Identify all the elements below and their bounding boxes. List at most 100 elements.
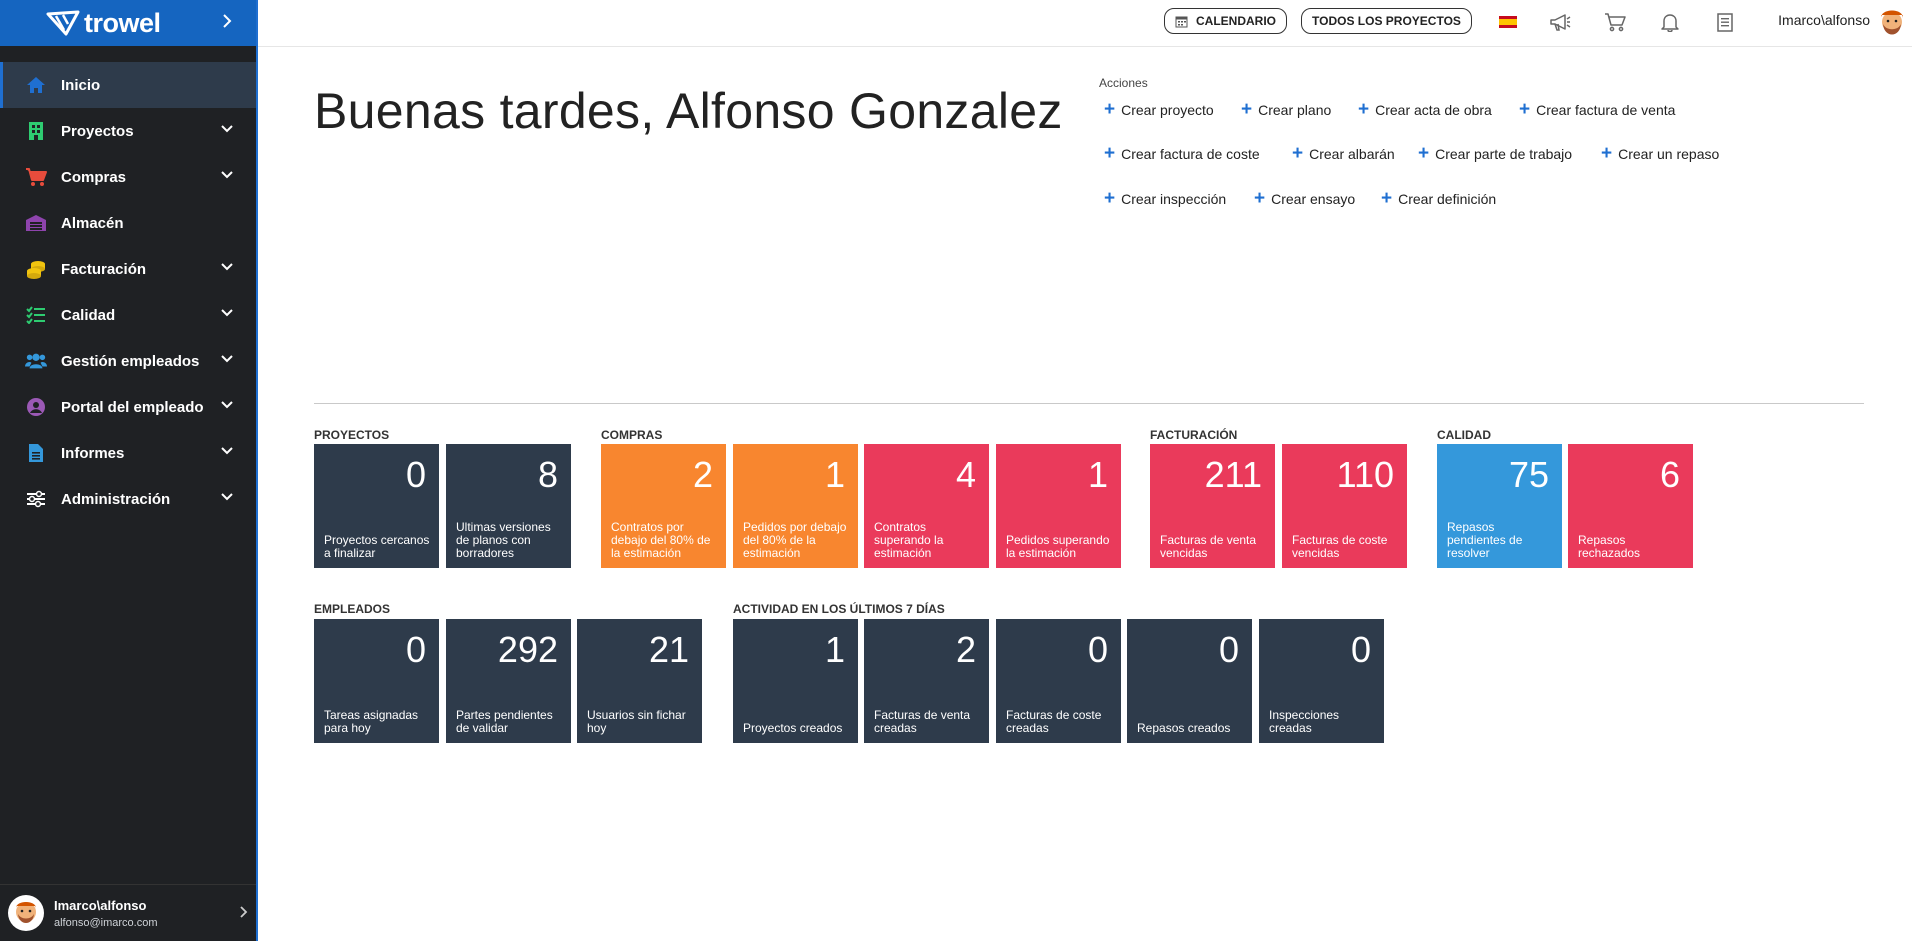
action-crear-definicion[interactable]: + Crear definición [1381, 189, 1496, 208]
greeting-title: Buenas tardes, Alfonso Gonzalez [314, 83, 1063, 139]
kpi-value: 0 [1087, 629, 1108, 670]
section-title-empleados: EMPLEADOS [314, 602, 391, 616]
kpi-value: 4 [955, 454, 976, 495]
kpi-tile[interactable]: 21 Usuarios sin fichar hoy [577, 619, 702, 743]
action-label: Crear proyecto [1121, 101, 1214, 118]
kpi-label: Facturas de coste creadas [1006, 708, 1102, 735]
action-crear-factura-coste[interactable]: + Crear factura de coste [1104, 144, 1260, 163]
notebook-icon[interactable] [1713, 10, 1737, 34]
logo[interactable]: trowel [46, 8, 161, 39]
plus-icon: + [1418, 143, 1430, 164]
kpi-tile[interactable]: 6 Repasos rechazados [1568, 444, 1693, 568]
warehouse-icon [25, 212, 47, 234]
kpi-label: Repasos rechazados [1578, 533, 1641, 560]
chevron-down-icon[interactable] [220, 397, 234, 414]
avatar[interactable] [1876, 4, 1910, 40]
plus-icon: + [1358, 99, 1370, 120]
sidebar-item-informes[interactable]: Informes [0, 430, 256, 476]
action-crear-proyecto[interactable]: + Crear proyecto [1104, 100, 1214, 119]
kpi-label: Repasos pendientes de resolver [1447, 520, 1523, 560]
kpi-tile[interactable]: 110 Facturas de coste vencidas [1282, 444, 1407, 568]
sidebar-item-label: Compras [61, 168, 127, 186]
chevron-down-icon[interactable] [220, 443, 234, 460]
calendar-button[interactable]: CALENDARIO [1164, 8, 1287, 34]
kpi-tile[interactable]: 292 Partes pendientes de validar [446, 619, 571, 743]
action-crear-inspeccion[interactable]: + Crear inspección [1104, 189, 1226, 208]
kpi-tile[interactable]: 4 Contratos superando la estimación [864, 444, 989, 568]
sidebar-item-compras[interactable]: Compras [0, 154, 256, 200]
coins-icon [25, 258, 47, 280]
sidebar-item-facturacion[interactable]: Facturación [0, 246, 256, 292]
chevron-down-icon[interactable] [220, 259, 234, 276]
action-crear-repaso[interactable]: + Crear un repaso [1601, 144, 1719, 163]
action-label: Crear parte de trabajo [1435, 145, 1573, 162]
kpi-tile[interactable]: 75 Repasos pendientes de resolver [1437, 444, 1562, 568]
chevron-down-icon[interactable] [220, 305, 234, 322]
kpi-label: Facturas de coste vencidas [1292, 533, 1388, 560]
user-email: alfonso@imarco.com [54, 916, 158, 929]
kpi-tile[interactable]: 0 Facturas de coste creadas [996, 619, 1121, 743]
kpi-tile[interactable]: 1 Proyectos creados [733, 619, 858, 743]
sidebar-item-label: Portal del empleado [61, 398, 204, 416]
sidebar-item-administracion[interactable]: Administración [0, 476, 256, 522]
chevron-down-icon[interactable] [220, 121, 234, 138]
section-title-compras: COMPRAS [601, 428, 663, 442]
action-crear-ensayo[interactable]: + Crear ensayo [1254, 189, 1355, 208]
action-label: Crear plano [1258, 101, 1332, 118]
kpi-tile[interactable]: 0 Proyectos cercanos a finalizar [314, 444, 439, 568]
kpi-tile[interactable]: 211 Facturas de venta vencidas [1150, 444, 1275, 568]
chevron-down-icon[interactable] [220, 167, 234, 184]
all-projects-button[interactable]: TODOS LOS PROYECTOS [1301, 8, 1472, 34]
action-crear-acta-obra[interactable]: + Crear acta de obra [1358, 100, 1492, 119]
user-name: Imarco\alfonso [54, 897, 147, 913]
bell-icon[interactable] [1658, 10, 1682, 34]
megaphone-icon[interactable] [1548, 10, 1572, 34]
sidebar-user-profile[interactable]: Imarco\alfonso alfonso@imarco.com [0, 884, 256, 941]
kpi-tile[interactable]: 1 Pedidos superando la estimación [996, 444, 1121, 568]
kpi-value: 0 [1350, 629, 1371, 670]
sidebar-item-portal-empleado[interactable]: Portal del empleado [0, 384, 256, 430]
brand-name: trowel [84, 7, 161, 38]
kpi-value: 292 [497, 629, 558, 670]
plus-icon: + [1519, 99, 1531, 120]
kpi-label: Inspecciones creadas [1269, 708, 1340, 735]
chevron-right-icon[interactable] [238, 905, 248, 924]
kpi-label: Proyectos cercanos a finalizar [324, 533, 430, 560]
sidebar-item-calidad[interactable]: Calidad [0, 292, 256, 338]
kpi-tile[interactable]: 2 Facturas de venta creadas [864, 619, 989, 743]
cart-icon[interactable] [1603, 10, 1627, 34]
kpi-value: 211 [1204, 454, 1262, 495]
top-user-name[interactable]: Imarco\alfonso [1778, 12, 1870, 28]
sliders-icon [25, 488, 47, 510]
action-crear-parte-trabajo[interactable]: + Crear parte de trabajo [1418, 144, 1572, 163]
sidebar-item-proyectos[interactable]: Proyectos [0, 108, 256, 154]
chevron-down-icon[interactable] [220, 489, 234, 506]
home-icon [25, 74, 47, 96]
section-title-actividad: ACTIVIDAD EN LOS ÚLTIMOS 7 DÍAS [733, 602, 945, 616]
kpi-tile[interactable]: 0 Repasos creados [1127, 619, 1252, 743]
kpi-value: 21 [648, 629, 689, 670]
sidebar-item-label: Informes [61, 444, 125, 462]
plus-icon: + [1601, 143, 1613, 164]
kpi-tile[interactable]: 2 Contratos por debajo del 80% de la esti… [601, 444, 726, 568]
sidebar-item-inicio[interactable]: Inicio [0, 62, 256, 108]
kpi-value: 2 [955, 629, 976, 670]
sidebar-item-almacen[interactable]: Almacén [0, 200, 256, 246]
kpi-tile[interactable]: 8 Ultimas versiones de planos con borrado… [446, 444, 571, 568]
kpi-value: 110 [1336, 454, 1394, 495]
action-crear-factura-venta[interactable]: + Crear factura de venta [1519, 100, 1675, 119]
kpi-tile[interactable]: 1 Pedidos por debajo del 80% de la estima… [733, 444, 858, 568]
action-crear-albaran[interactable]: + Crear albarán [1292, 144, 1395, 163]
sidebar-toggle-chevron-icon[interactable] [220, 10, 234, 36]
kpi-value: 1 [1087, 454, 1108, 495]
kpi-label: Proyectos creados [743, 721, 843, 735]
action-label: Crear un repaso [1618, 145, 1720, 162]
spain-flag-icon[interactable] [1496, 10, 1520, 34]
chevron-down-icon[interactable] [220, 351, 234, 368]
kpi-label: Contratos superando la estimación [874, 520, 944, 560]
action-crear-plano[interactable]: + Crear plano [1241, 100, 1331, 119]
sidebar-item-gestion-empleados[interactable]: Gestión empleados [0, 338, 256, 384]
kpi-tile[interactable]: 0 Tareas asignadas para hoy [314, 619, 439, 743]
section-title-proyectos: PROYECTOS [314, 428, 390, 442]
kpi-tile[interactable]: 0 Inspecciones creadas [1259, 619, 1384, 743]
